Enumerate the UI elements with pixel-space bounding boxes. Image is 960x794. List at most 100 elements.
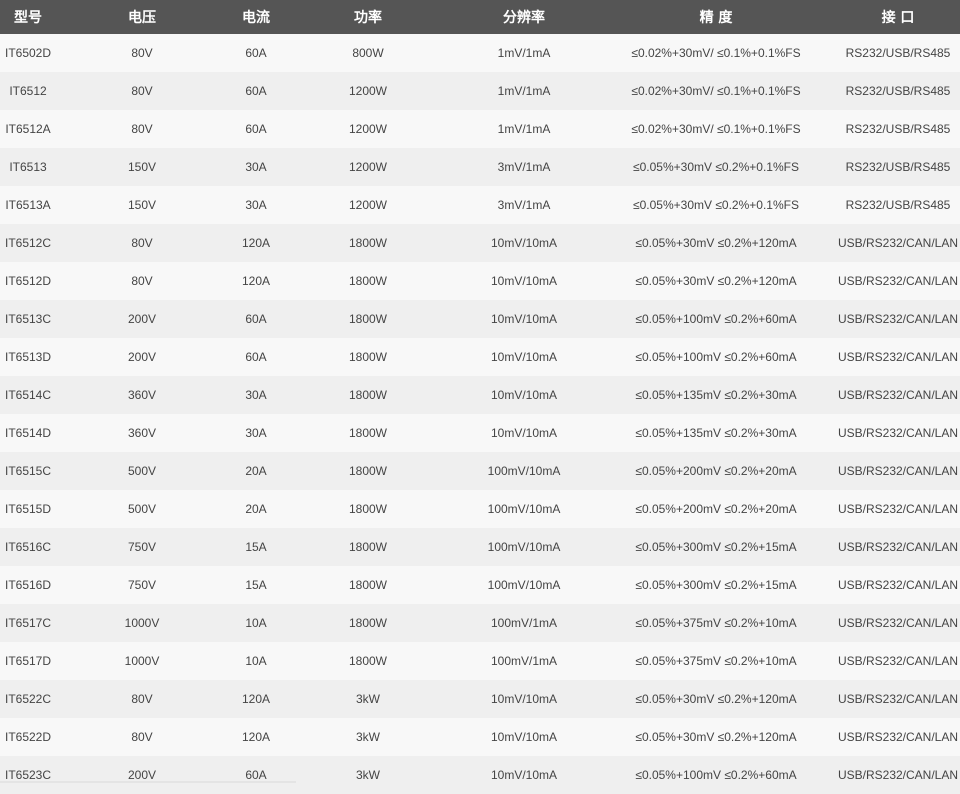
cell-interface: RS232/USB/RS485 <box>836 72 960 110</box>
cell-voltage: 200V <box>56 338 228 376</box>
cell-accuracy: ≤0.05%+30mV ≤0.2%+120mA <box>596 680 836 718</box>
cell-resolution: 10mV/10mA <box>452 680 596 718</box>
cell-power: 1800W <box>284 262 452 300</box>
header-row: 型号 电压 电流 功率 分辨率精 度接 口 <box>0 0 960 34</box>
cell-power: 1800W <box>284 452 452 490</box>
cell-accuracy: ≤0.05%+375mV ≤0.2%+10mA <box>596 642 836 680</box>
cell-model: IT6513 <box>0 148 56 186</box>
cell-accuracy: ≤0.05%+100mV ≤0.2%+60mA <box>596 300 836 338</box>
cell-resolution: 100mV/1mA <box>452 642 596 680</box>
cell-resolution: 1mV/1mA <box>452 110 596 148</box>
table-row: IT6517D 1000V 10A 1800W 100mV/1mA ≤0.05%+375m… <box>0 642 960 680</box>
cell-interface: USB/RS232/CAN/LAN <box>836 338 960 376</box>
cell-power: 1800W <box>284 414 452 452</box>
cell-model: IT6516C <box>0 528 56 566</box>
cell-voltage: 80V <box>56 110 228 148</box>
cell-power: 1800W <box>284 224 452 262</box>
column-header-interface: 接 口 <box>836 0 960 34</box>
cell-model: IT6517C <box>0 604 56 642</box>
cell-power: 1800W <box>284 376 452 414</box>
cell-interface: USB/RS232/CAN/LAN <box>836 452 960 490</box>
cell-voltage: 360V <box>56 414 228 452</box>
cell-interface: USB/RS232/CAN/LAN <box>836 414 960 452</box>
cell-power: 1800W <box>284 604 452 642</box>
cell-model: IT6513A <box>0 186 56 224</box>
cell-accuracy: ≤0.05%+135mV ≤0.2%+30mA <box>596 414 836 452</box>
cell-power: 1800W <box>284 642 452 680</box>
cell-model: IT6516D <box>0 566 56 604</box>
table-row: IT6522D 80V 120A 3kW 10mV/10mA ≤0.05%+30mV ≤0… <box>0 718 960 756</box>
table-row: IT6513A 150V 30A 1200W 3mV/1mA ≤0.05%+30mV ≤0… <box>0 186 960 224</box>
cell-power: 1200W <box>284 110 452 148</box>
cell-interface: RS232/USB/RS485 <box>836 110 960 148</box>
cell-accuracy: ≤0.05%+200mV ≤0.2%+20mA <box>596 490 836 528</box>
cell-resolution: 10mV/10mA <box>452 718 596 756</box>
table-row: IT6517C 1000V 10A 1800W 100mV/1mA ≤0.05%+375m… <box>0 604 960 642</box>
cell-resolution: 10mV/10mA <box>452 376 596 414</box>
cell-interface: USB/RS232/CAN/LAN <box>836 680 960 718</box>
cell-model: IT6517D <box>0 642 56 680</box>
cell-accuracy: ≤0.05%+375mV ≤0.2%+10mA <box>596 604 836 642</box>
cell-power: 1200W <box>284 72 452 110</box>
cell-accuracy: ≤0.05%+30mV ≤0.2%+120mA <box>596 262 836 300</box>
cell-interface: USB/RS232/CAN/LAN <box>836 566 960 604</box>
cell-model: IT6523C <box>0 756 56 794</box>
cell-accuracy: ≤0.05%+30mV ≤0.2%+0.1%FS <box>596 148 836 186</box>
cell-resolution: 3mV/1mA <box>452 186 596 224</box>
cell-power: 1800W <box>284 528 452 566</box>
cell-current: 60A <box>228 34 284 72</box>
cell-current: 30A <box>228 148 284 186</box>
cell-interface: USB/RS232/CAN/LAN <box>836 376 960 414</box>
table-row: IT6516C 750V 15A 1800W 100mV/10mA ≤0.05%+300m… <box>0 528 960 566</box>
cell-model: IT6522C <box>0 680 56 718</box>
table-row: IT6502D 80V 60A 800W 1mV/1mA ≤0.02%+30mV/ ≤0.… <box>0 34 960 72</box>
table-row: IT6514C 360V 30A 1800W 10mV/10mA ≤0.05%+135mV… <box>0 376 960 414</box>
cell-voltage: 500V <box>56 452 228 490</box>
table-row: IT6512 80V 60A 1200W 1mV/1mA ≤0.02%+30mV/ ≤0.… <box>0 72 960 110</box>
cell-model: IT6514C <box>0 376 56 414</box>
cell-voltage: 1000V <box>56 642 228 680</box>
table-row: IT6522C 80V 120A 3kW 10mV/10mA ≤0.05%+30mV ≤0… <box>0 680 960 718</box>
cell-interface: RS232/USB/RS485 <box>836 186 960 224</box>
cell-accuracy: ≤0.05%+30mV ≤0.2%+0.1%FS <box>596 186 836 224</box>
cell-power: 3kW <box>284 756 452 794</box>
cell-accuracy: ≤0.05%+100mV ≤0.2%+60mA <box>596 338 836 376</box>
cell-voltage: 80V <box>56 34 228 72</box>
cell-voltage: 200V <box>56 300 228 338</box>
cell-model: IT6515D <box>0 490 56 528</box>
cell-current: 15A <box>228 566 284 604</box>
cell-voltage: 80V <box>56 262 228 300</box>
cell-power: 3kW <box>284 718 452 756</box>
cell-accuracy: ≤0.02%+30mV/ ≤0.1%+0.1%FS <box>596 34 836 72</box>
cell-power: 1800W <box>284 300 452 338</box>
cell-resolution: 100mV/1mA <box>452 604 596 642</box>
table-row: IT6512D 80V 120A 1800W 10mV/10mA ≤0.05%+30mV … <box>0 262 960 300</box>
cell-interface: USB/RS232/CAN/LAN <box>836 642 960 680</box>
cell-model: IT6502D <box>0 34 56 72</box>
cell-power: 1800W <box>284 490 452 528</box>
cell-accuracy: ≤0.05%+200mV ≤0.2%+20mA <box>596 452 836 490</box>
cell-interface: USB/RS232/CAN/LAN <box>836 528 960 566</box>
cell-current: 120A <box>228 224 284 262</box>
cell-model: IT6512D <box>0 262 56 300</box>
horizontal-scrollbar[interactable] <box>0 781 296 783</box>
cell-resolution: 10mV/10mA <box>452 338 596 376</box>
cell-model: IT6514D <box>0 414 56 452</box>
cell-power: 1800W <box>284 566 452 604</box>
table-row: IT6513C 200V 60A 1800W 10mV/10mA ≤0.05%+100mV… <box>0 300 960 338</box>
column-header-accuracy: 精 度 <box>596 0 836 34</box>
cell-interface: USB/RS232/CAN/LAN <box>836 490 960 528</box>
cell-current: 10A <box>228 604 284 642</box>
cell-accuracy: ≤0.05%+300mV ≤0.2%+15mA <box>596 566 836 604</box>
cell-current: 30A <box>228 186 284 224</box>
cell-current: 60A <box>228 338 284 376</box>
cell-voltage: 150V <box>56 148 228 186</box>
cell-current: 30A <box>228 376 284 414</box>
cell-interface: USB/RS232/CAN/LAN <box>836 224 960 262</box>
cell-resolution: 100mV/10mA <box>452 528 596 566</box>
cell-accuracy: ≤0.05%+100mV ≤0.2%+60mA <box>596 756 836 794</box>
cell-voltage: 80V <box>56 72 228 110</box>
cell-accuracy: ≤0.05%+30mV ≤0.2%+120mA <box>596 718 836 756</box>
table-row: IT6516D 750V 15A 1800W 100mV/10mA ≤0.05%+300m… <box>0 566 960 604</box>
